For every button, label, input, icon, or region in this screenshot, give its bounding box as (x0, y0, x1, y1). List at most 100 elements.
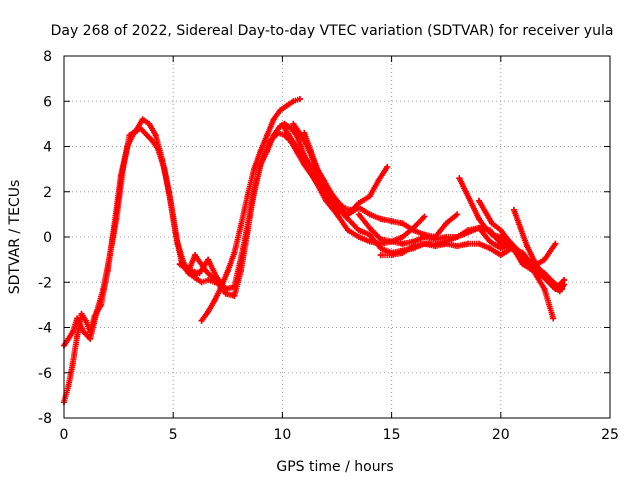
data-point (244, 193, 251, 200)
data-point (388, 238, 395, 245)
data-point (248, 200, 255, 207)
data-point (224, 267, 231, 274)
series-track-j (456, 175, 565, 293)
data-point (257, 148, 264, 155)
y-tick-label: -4 (38, 321, 52, 337)
data-point (165, 188, 172, 195)
data-point (497, 245, 504, 252)
data-point (524, 243, 531, 250)
data-point (399, 240, 406, 247)
data-point (556, 288, 563, 295)
data-point (550, 315, 557, 322)
data-point (231, 292, 238, 299)
chart-title: Day 268 of 2022, Sidereal Day-to-day VTE… (51, 23, 614, 39)
data-point (347, 206, 354, 213)
data-point (482, 224, 489, 231)
data-point (399, 234, 406, 240)
data-point (421, 234, 428, 240)
data-point (524, 256, 531, 263)
data-point (469, 202, 476, 209)
x-tick-label: 5 (169, 427, 178, 443)
data-point (198, 279, 205, 286)
data-point (294, 134, 301, 141)
data-point (366, 193, 373, 200)
series-track-i (355, 211, 428, 245)
data-point (237, 222, 244, 229)
data-point (454, 243, 461, 250)
data-point (489, 231, 496, 238)
data-point (541, 256, 548, 263)
data-point (126, 132, 133, 139)
data-point (541, 286, 548, 293)
data-point (69, 360, 76, 367)
data-point (205, 276, 212, 283)
data-point (100, 286, 107, 293)
data-point (489, 220, 496, 227)
x-tick-label: 15 (383, 427, 401, 443)
data-point (399, 220, 406, 227)
data-point (561, 281, 568, 288)
data-point (205, 256, 212, 263)
data-point (497, 227, 504, 234)
data-point (344, 215, 351, 222)
data-point (465, 240, 472, 247)
series-track-k (475, 197, 557, 290)
data-point (87, 335, 94, 342)
data-point (257, 161, 264, 168)
data-point (159, 157, 166, 164)
data-point (231, 249, 238, 256)
data-point (377, 236, 384, 243)
series-markers (61, 116, 218, 349)
data-point (74, 315, 81, 322)
data-point (74, 333, 81, 340)
data-point (377, 252, 384, 259)
data-point (231, 283, 238, 290)
data-point (80, 329, 87, 336)
x-tick-label: 0 (60, 427, 69, 443)
y-tick-label: 0 (43, 230, 52, 246)
data-point (327, 188, 334, 195)
y-tick-label: 8 (43, 49, 52, 65)
data-point (301, 129, 308, 136)
data-point (465, 227, 472, 234)
data-point (211, 297, 218, 304)
data-point (314, 166, 321, 173)
data-point (266, 138, 273, 145)
series-markers (61, 125, 198, 406)
data-point (320, 177, 327, 184)
data-point (301, 154, 308, 161)
data-point (202, 267, 209, 274)
data-point (497, 252, 504, 259)
data-point (519, 261, 526, 268)
data-point (146, 120, 153, 127)
data-point (192, 252, 199, 259)
data-point (148, 136, 155, 143)
data-point (307, 148, 314, 155)
data-point (377, 245, 384, 252)
data-point (530, 256, 537, 263)
data-point (312, 177, 319, 184)
data-point (475, 197, 482, 204)
data-point (515, 247, 522, 254)
data-point (213, 274, 220, 281)
data-series (61, 95, 568, 406)
data-point (410, 243, 417, 250)
data-point (443, 220, 450, 227)
series-track-b (61, 116, 218, 349)
data-point (486, 238, 493, 245)
y-tick-label: 2 (43, 185, 52, 201)
data-point (366, 211, 373, 218)
data-point (543, 276, 550, 283)
data-point (172, 229, 179, 236)
data-point (65, 383, 72, 390)
data-point (366, 231, 373, 238)
data-point (366, 224, 373, 231)
data-point (290, 98, 297, 105)
data-point (340, 204, 347, 211)
y-tick-label: -8 (38, 411, 52, 427)
data-point (283, 102, 290, 109)
data-point (334, 204, 340, 211)
data-point (475, 224, 482, 231)
data-point (475, 215, 482, 222)
